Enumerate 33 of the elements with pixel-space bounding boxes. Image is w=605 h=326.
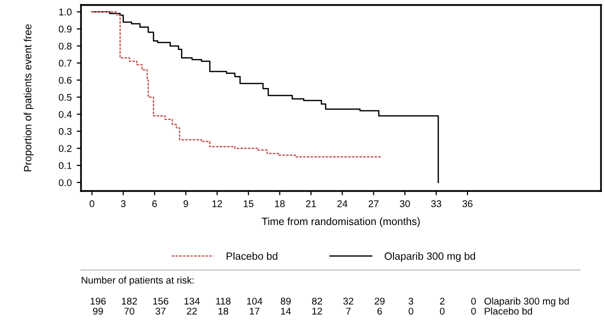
y-tick-label: 0.2 (58, 145, 72, 152)
y-tick-label: 0.4 (58, 110, 72, 118)
x-tick-label: 6 (152, 200, 157, 208)
x-tick-label: 27 (368, 200, 379, 208)
x-tick-label: 15 (244, 200, 254, 208)
legend-label: Olaparib 300 mg bd (384, 252, 476, 262)
x-tick-label: 21 (306, 200, 316, 208)
legend-label: Placebo bd (226, 252, 278, 260)
text: 99 70 37 22 18 17 14 12 7 6 0 0 0 (93, 308, 476, 315)
x-tick-label: 24 (337, 200, 348, 208)
y-tick-label: 0.3 (58, 128, 72, 135)
x-tick-label: 18 (275, 200, 285, 208)
text: Olaparib 300 mg bd (484, 297, 569, 307)
x-tick-label: 30 (400, 200, 410, 208)
y-tick-label: 1.0 (59, 8, 72, 16)
text: Number of patients at risk: (82, 276, 194, 286)
y-tick-label: 0.9 (58, 26, 72, 33)
x-tick-label: 33 (431, 200, 442, 208)
y-tick-label: 0.5 (58, 94, 72, 101)
x-tick-label: 3 (120, 200, 126, 208)
x-tick-label: 9 (184, 200, 188, 208)
y-tick-label: 0.0 (58, 179, 72, 186)
y-axis-title: Proportion of patients event free (24, 24, 34, 172)
y-tick-label: 0.7 (58, 60, 72, 67)
x-tick-label: 36 (462, 200, 472, 208)
text: 196 182 156 134 118 104 89 82 32 29 3 2 0 (90, 298, 476, 305)
x-axis-title: Time from randomisation (months) (262, 217, 420, 228)
x-tick-label: 12 (212, 200, 222, 208)
text: Placebo bd (484, 307, 532, 315)
y-tick-label: 0.6 (58, 76, 72, 84)
x-tick-label: 0 (90, 200, 94, 208)
y-tick-label: 0.8 (58, 42, 72, 50)
y-tick-label: 0.1 (58, 162, 72, 170)
